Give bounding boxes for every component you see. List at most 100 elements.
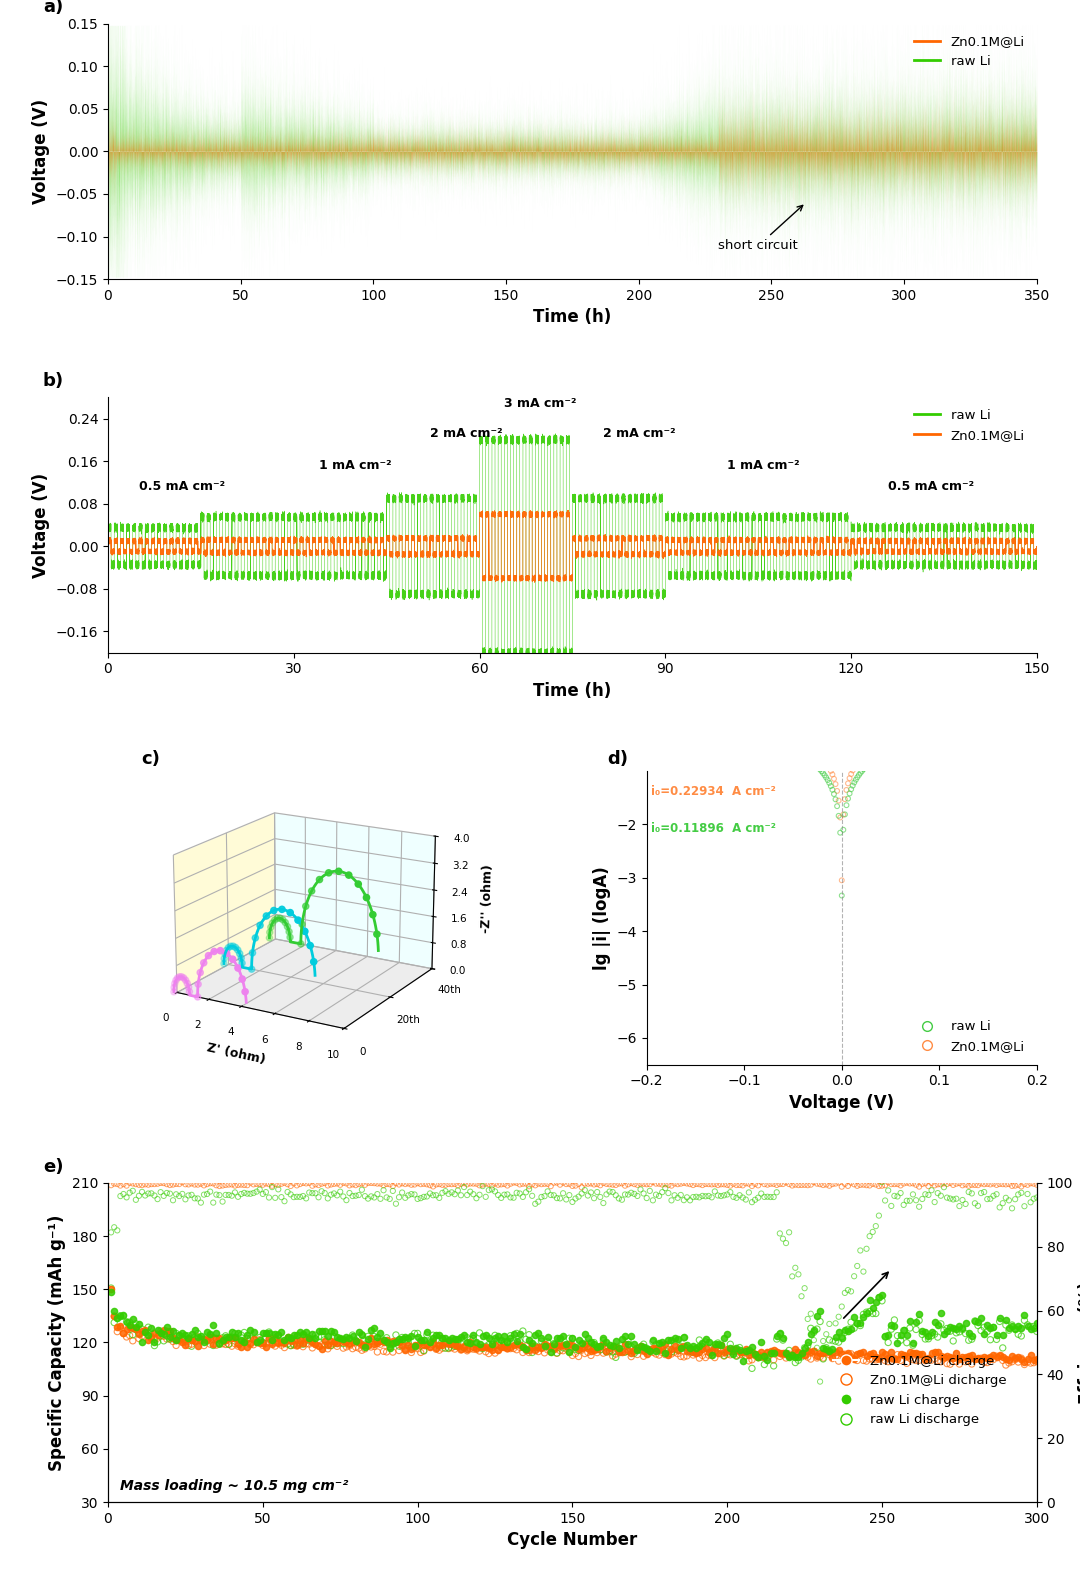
Point xyxy=(833,1173,850,1199)
raw Li charge xyxy=(743,1334,760,1359)
Point xyxy=(930,709,947,735)
Zn0.1M@Li dicharge xyxy=(434,1335,451,1361)
Zn0.1M@Li dicharge xyxy=(870,1346,888,1372)
Point xyxy=(811,757,828,782)
raw Li charge xyxy=(904,1331,921,1356)
Point xyxy=(134,1172,151,1197)
raw Li charge xyxy=(746,1342,764,1367)
Point xyxy=(505,1184,523,1210)
Point xyxy=(785,736,802,761)
Text: 2 mA cm⁻²: 2 mA cm⁻² xyxy=(604,428,676,440)
raw Li charge xyxy=(833,1326,850,1351)
Zn0.1M@Li charge xyxy=(282,1328,299,1353)
Point xyxy=(350,1172,367,1197)
raw Li discharge xyxy=(189,1321,206,1346)
raw Li discharge xyxy=(264,1321,281,1346)
Zn0.1M@Li dicharge xyxy=(867,1348,885,1373)
raw Li discharge xyxy=(409,1321,427,1346)
Zn0.1M@Li dicharge xyxy=(904,1346,921,1372)
Point xyxy=(913,719,930,744)
Point xyxy=(916,702,933,727)
Point xyxy=(595,1170,612,1195)
Point xyxy=(743,713,760,738)
Zn0.1M@Li charge xyxy=(343,1329,361,1354)
Point xyxy=(639,650,657,675)
Point xyxy=(461,1180,478,1205)
Point xyxy=(824,1172,841,1197)
Point xyxy=(944,687,961,713)
Zn0.1M@Li charge xyxy=(111,1313,129,1339)
Point xyxy=(932,1172,949,1197)
Point xyxy=(639,664,657,689)
Point xyxy=(782,733,799,758)
Zn0.1M@Li charge xyxy=(892,1342,909,1367)
Zn0.1M@Li dicharge xyxy=(960,1348,977,1373)
raw Li charge xyxy=(199,1320,216,1345)
raw Li charge xyxy=(183,1321,200,1346)
Point xyxy=(734,709,752,735)
Point xyxy=(685,686,702,711)
raw Li charge xyxy=(295,1321,312,1346)
Point xyxy=(424,1173,442,1199)
Point xyxy=(807,752,824,777)
Zn0.1M@Li charge xyxy=(195,1326,213,1351)
Point xyxy=(827,1170,845,1195)
raw Li charge xyxy=(620,1331,637,1356)
raw Li charge xyxy=(239,1321,256,1346)
raw Li discharge xyxy=(468,1331,485,1356)
Point xyxy=(919,700,936,725)
raw Li discharge xyxy=(842,1310,860,1335)
Zn0.1M@Li dicharge xyxy=(1022,1351,1039,1376)
Zn0.1M@Li charge xyxy=(224,1326,241,1351)
Point xyxy=(499,1181,516,1206)
raw Li discharge xyxy=(768,1326,785,1351)
Point xyxy=(883,735,901,760)
Zn0.1M@Li dicharge xyxy=(899,1351,916,1376)
Point xyxy=(307,1181,324,1206)
Point xyxy=(646,667,663,692)
Zn0.1M@Li dicharge xyxy=(156,1324,173,1350)
Point xyxy=(542,1183,559,1208)
raw Li charge xyxy=(325,1320,342,1345)
raw Li discharge xyxy=(920,1326,937,1351)
Zn0.1M@Li dicharge xyxy=(415,1339,432,1364)
raw Li discharge xyxy=(400,1331,417,1356)
Zn0.1M@Li dicharge xyxy=(413,1340,430,1365)
Point xyxy=(988,683,1005,708)
Zn0.1M@Li charge xyxy=(118,1317,135,1342)
Point xyxy=(966,678,983,703)
raw Li charge xyxy=(675,1324,692,1350)
Point xyxy=(791,739,808,764)
Point xyxy=(789,738,807,763)
Point xyxy=(338,1170,355,1195)
Point xyxy=(589,1180,606,1205)
raw Li charge xyxy=(831,1320,848,1345)
Zn0.1M@Li dicharge xyxy=(842,1342,860,1367)
raw Li charge xyxy=(932,1301,949,1326)
raw Li charge xyxy=(994,1323,1011,1348)
Point xyxy=(483,1173,500,1199)
raw Li discharge xyxy=(645,1329,662,1354)
Point xyxy=(761,1172,779,1197)
Point xyxy=(784,1173,801,1199)
Zn0.1M@Li charge xyxy=(789,1340,807,1365)
Zn0.1M@Li dicharge xyxy=(300,1331,318,1356)
Zn0.1M@Li charge xyxy=(849,1342,866,1367)
raw Li discharge xyxy=(267,1324,284,1350)
raw Li discharge xyxy=(663,1339,680,1364)
Point xyxy=(638,664,656,689)
Point xyxy=(993,665,1010,691)
Zn0.1M@Li dicharge xyxy=(446,1337,463,1362)
Zn0.1M@Li dicharge xyxy=(642,1339,659,1364)
Zn0.1M@Li dicharge xyxy=(945,1346,962,1372)
Point xyxy=(1021,653,1038,678)
raw Li charge xyxy=(960,1321,977,1346)
Zn0.1M@Li charge xyxy=(864,1340,881,1365)
Point xyxy=(1004,659,1022,684)
Zn0.1M@Li dicharge xyxy=(647,1342,664,1367)
Zn0.1M@Li charge xyxy=(285,1328,302,1353)
Zn0.1M@Li charge xyxy=(211,1326,228,1351)
Point xyxy=(729,691,746,716)
Zn0.1M@Li charge xyxy=(554,1332,571,1357)
Point xyxy=(499,1173,516,1199)
